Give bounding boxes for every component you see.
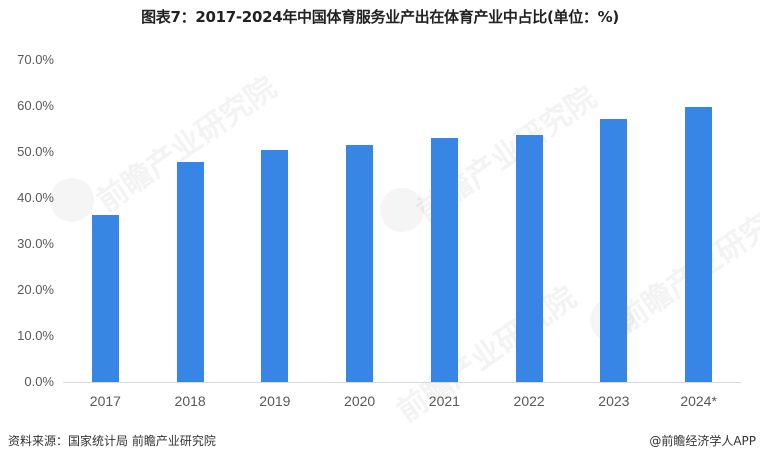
bar-2018 xyxy=(176,162,204,382)
x-axis-tick-label: 2020 xyxy=(344,393,376,409)
x-axis-tick-label: 2017 xyxy=(89,393,121,409)
y-axis-tick-label: 50.0% xyxy=(17,144,54,159)
x-axis-tick-label: 2024* xyxy=(680,393,717,409)
y-axis-tick-label: 0.0% xyxy=(24,374,54,389)
y-axis-tick-label: 40.0% xyxy=(17,190,54,205)
credit-note: @前瞻经济学人APP xyxy=(649,434,756,448)
bar-2023 xyxy=(600,118,628,382)
y-axis-tick-label: 70.0% xyxy=(17,52,54,67)
source-note: 资料来源：国家统计局 前瞻产业研究院 xyxy=(8,434,216,448)
x-axis-tick-label: 2021 xyxy=(428,393,460,409)
y-axis-tick-label: 10.0% xyxy=(17,328,54,343)
x-axis-tick-label: 2023 xyxy=(598,393,630,409)
chart-title: 图表7：2017-2024年中国体育服务业产出在体育产业中占比(单位：%) xyxy=(141,8,619,26)
bar-2017 xyxy=(91,215,119,382)
y-axis-tick-label: 60.0% xyxy=(17,98,54,113)
x-axis-tick-label: 2018 xyxy=(174,393,206,409)
watermark: 前瞻产业研究院 xyxy=(606,184,760,340)
bar-2024 xyxy=(685,106,713,382)
x-axis-tick-label: 2019 xyxy=(259,393,291,409)
bar-2020 xyxy=(346,145,374,382)
x-axis-tick-label: 2022 xyxy=(513,393,545,409)
y-axis-tick-label: 30.0% xyxy=(17,236,54,251)
bar-2021 xyxy=(430,138,458,382)
watermark-logo-icon xyxy=(50,178,94,222)
bar-2019 xyxy=(261,150,289,382)
watermark-logo-icon xyxy=(380,188,424,232)
x-axis-line xyxy=(63,382,741,383)
bar-2022 xyxy=(515,134,543,382)
y-axis-tick-label: 20.0% xyxy=(17,282,54,297)
